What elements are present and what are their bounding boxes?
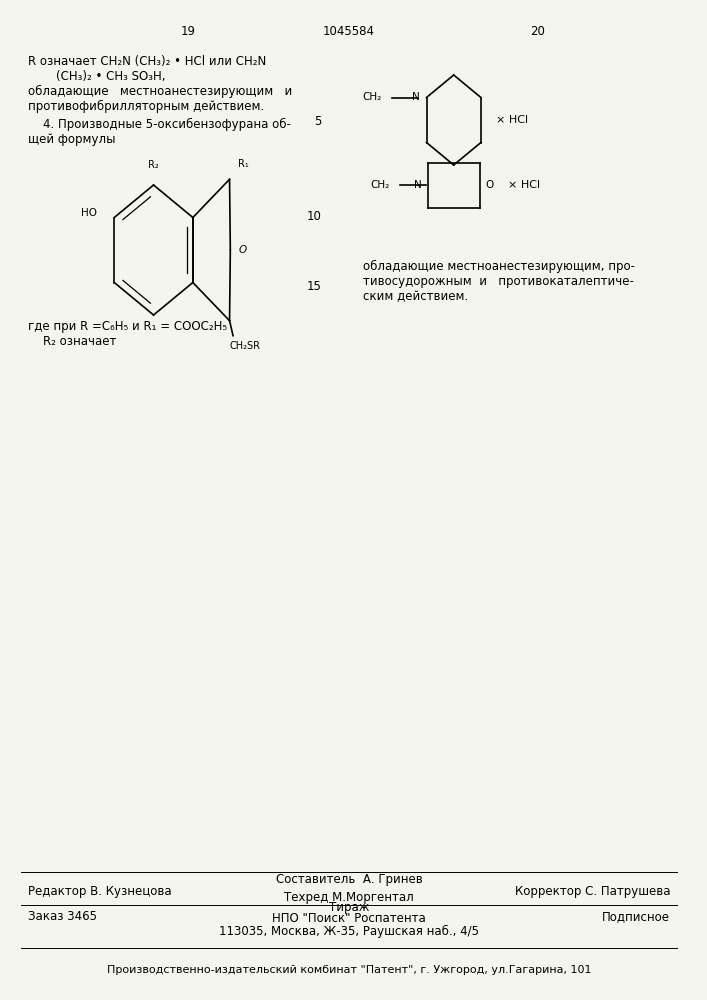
Text: Составитель  А. Гринев: Составитель А. Гринев: [276, 874, 422, 886]
Text: 1045584: 1045584: [323, 25, 375, 38]
Text: тивосудорожным  и   противокаталептиче-: тивосудорожным и противокаталептиче-: [363, 275, 634, 288]
Text: Редактор В. Кузнецова: Редактор В. Кузнецова: [28, 886, 172, 898]
Text: O: O: [239, 245, 247, 255]
Text: CH₂: CH₂: [370, 180, 389, 190]
Text: Корректор С. Патрушева: Корректор С. Патрушева: [515, 886, 670, 898]
Text: R₂: R₂: [148, 160, 159, 170]
Text: CH₂SR: CH₂SR: [230, 341, 261, 351]
Text: 10: 10: [307, 210, 322, 223]
Text: НПО "Поиск" Роспатента: НПО "Поиск" Роспатента: [272, 912, 426, 926]
Text: противофибрилляторным действием.: противофибрилляторным действием.: [28, 100, 264, 113]
Text: N: N: [411, 93, 419, 103]
Text: R₂ означает: R₂ означает: [28, 335, 116, 348]
Text: 5: 5: [314, 115, 321, 128]
Text: N: N: [414, 180, 422, 190]
Text: R₁: R₁: [238, 159, 249, 169]
Text: обладающие   местноанестезирующим   и: обладающие местноанестезирующим и: [28, 85, 292, 98]
Text: CH₂: CH₂: [362, 93, 381, 103]
Text: 19: 19: [181, 25, 196, 38]
Text: 15: 15: [307, 280, 322, 293]
Text: обладающие местноанестезирующим, про-: обладающие местноанестезирующим, про-: [363, 260, 635, 273]
Text: 113035, Москва, Ж-35, Раушская наб., 4/5: 113035, Москва, Ж-35, Раушская наб., 4/5: [219, 924, 479, 938]
Text: (CH₃)₂ • CH₃ SO₃H,: (CH₃)₂ • CH₃ SO₃H,: [56, 70, 165, 83]
Text: Техред М.Моргентал: Техред М.Моргентал: [284, 890, 414, 904]
Text: × HCl: × HCl: [508, 180, 540, 190]
Text: Заказ 3465: Заказ 3465: [28, 910, 97, 924]
Text: 4. Производные 5-оксибензофурана об-: 4. Производные 5-оксибензофурана об-: [28, 118, 291, 131]
Text: где при R =C₆H₅ и R₁ = COOC₂H₅: где при R =C₆H₅ и R₁ = COOC₂H₅: [28, 320, 227, 333]
Text: R означает CH₂N (CH₃)₂ • HCl или CH₂N: R означает CH₂N (CH₃)₂ • HCl или CH₂N: [28, 55, 266, 68]
Text: × HCl: × HCl: [496, 115, 527, 125]
Text: щей формулы: щей формулы: [28, 133, 115, 146]
Text: O: O: [486, 180, 493, 190]
Text: Тираж: Тираж: [329, 900, 369, 914]
Text: ским действием.: ским действием.: [363, 290, 468, 303]
Text: 20: 20: [530, 25, 545, 38]
Text: HO: HO: [81, 208, 97, 218]
Text: Подписное: Подписное: [602, 910, 670, 924]
Text: Производственно-издательский комбинат "Патент", г. Ужгород, ул.Гагарина, 101: Производственно-издательский комбинат "П…: [107, 965, 591, 975]
